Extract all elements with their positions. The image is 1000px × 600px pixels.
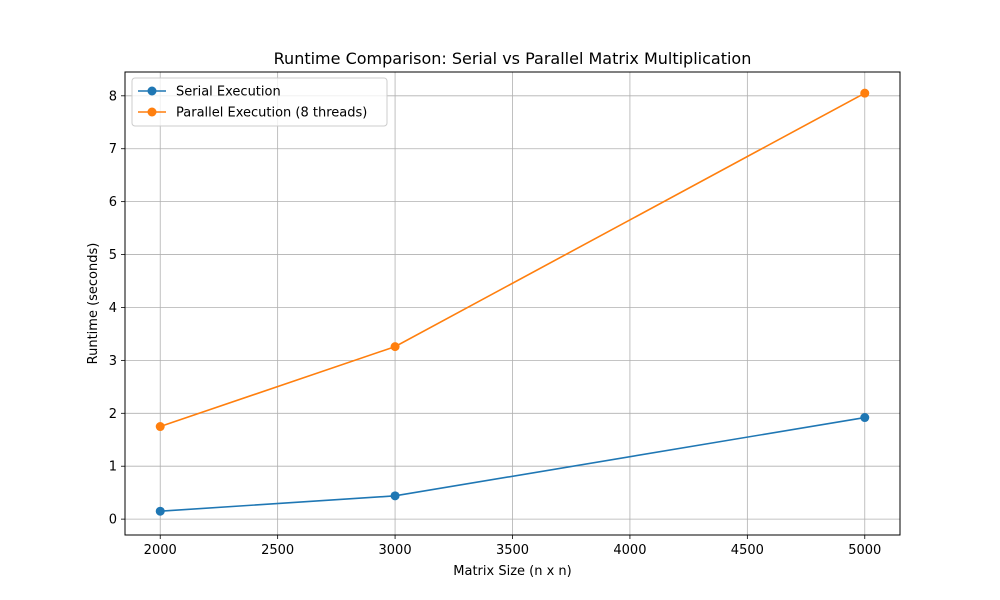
- legend-label-serial: Serial Execution: [176, 85, 281, 100]
- legend-marker-parallel: [147, 107, 157, 117]
- legend-marker-serial: [147, 86, 157, 96]
- x-tick-label: 3500: [496, 543, 529, 558]
- y-tick-label: 1: [109, 460, 117, 475]
- data-point-series-0: [155, 506, 165, 516]
- y-tick-label: 3: [109, 354, 117, 369]
- data-point-series-0: [860, 413, 870, 423]
- y-tick-label: 7: [109, 142, 117, 157]
- legend-label-parallel: Parallel Execution (8 threads): [176, 106, 367, 121]
- x-tick-label: 4500: [731, 543, 764, 558]
- data-point-series-0: [390, 491, 400, 501]
- y-tick-label: 6: [109, 195, 117, 210]
- y-axis-label: Runtime (seconds): [86, 243, 101, 365]
- x-tick-label: 4000: [613, 543, 646, 558]
- x-axis-label: Matrix Size (n x n): [453, 564, 571, 579]
- data-point-series-1: [390, 342, 400, 352]
- legend: Serial Execution Parallel Execution (8 t…: [131, 77, 388, 127]
- y-tick-label: 4: [109, 301, 117, 316]
- y-tick-label: 2: [109, 407, 117, 422]
- ticks: 2000 2500 3000 3500 4000 4500 5000 0 1 2 3 4 5 6 7 8: [109, 89, 882, 558]
- y-tick-label: 0: [109, 513, 117, 528]
- x-tick-label: 2500: [261, 543, 294, 558]
- chart-title: Runtime Comparison: Serial vs Parallel M…: [274, 49, 752, 68]
- x-tick-label: 2000: [144, 543, 177, 558]
- series-layer: [155, 88, 870, 516]
- data-point-series-1: [155, 422, 165, 432]
- x-tick-label: 5000: [848, 543, 881, 558]
- data-point-series-1: [860, 88, 870, 98]
- x-tick-label: 3000: [379, 543, 412, 558]
- y-tick-label: 8: [109, 89, 117, 104]
- legend-box: [131, 77, 388, 127]
- grid: [125, 72, 900, 535]
- y-tick-label: 5: [109, 248, 117, 263]
